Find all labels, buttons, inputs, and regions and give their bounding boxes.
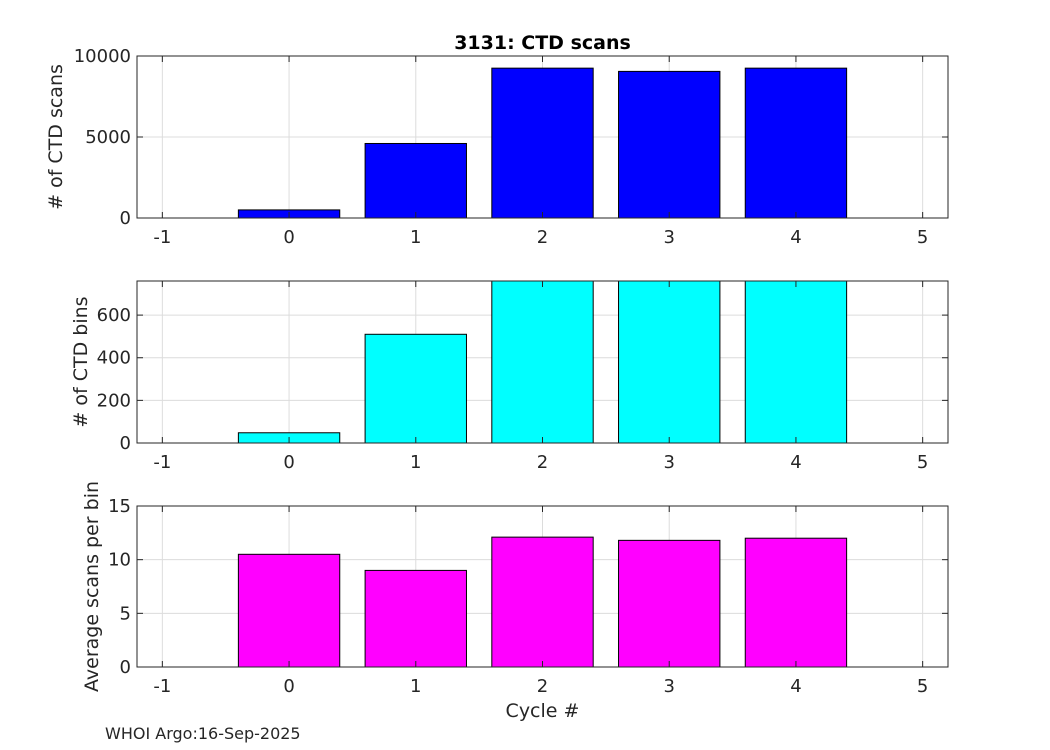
bar-cycle-3 xyxy=(618,281,721,443)
bar-cycle-4 xyxy=(744,281,848,443)
x-tick-label: 2 xyxy=(537,676,548,697)
y-tick-label: 5 xyxy=(120,603,131,624)
y-tick-label: 5000 xyxy=(85,127,131,148)
y-axis-label: Average scans per bin xyxy=(81,481,103,692)
x-tick-label: 1 xyxy=(410,227,421,248)
bar-series xyxy=(237,536,848,667)
x-tick-label: 3 xyxy=(663,452,674,473)
y-tick-label: 10 xyxy=(108,550,131,571)
x-tick-label: 5 xyxy=(917,452,928,473)
x-tick-label: 0 xyxy=(283,452,294,473)
bar-cycle-1 xyxy=(364,333,467,443)
y-tick-label: 0 xyxy=(120,208,131,229)
bar-cycle-1 xyxy=(364,142,467,218)
chart-panel-2: -1 0 1 2 3 4 5 0 200 400 600# of CTD bins xyxy=(70,280,949,473)
footer-credit: WHOI Argo:16-Sep-2025 xyxy=(105,724,301,743)
bar-cycle-2 xyxy=(491,67,594,218)
bar-cycle-1 xyxy=(364,569,467,667)
y-tick-label: 600 xyxy=(97,305,131,326)
x-tick-label: 0 xyxy=(283,227,294,248)
y-tick-label: 0 xyxy=(120,657,131,678)
x-tick-label: 4 xyxy=(790,452,801,473)
y-tick-label: 400 xyxy=(97,348,131,369)
y-axis-label: # of CTD bins xyxy=(70,296,92,427)
bar-series xyxy=(237,67,848,218)
x-tick-label: 5 xyxy=(917,227,928,248)
bar-cycle-4 xyxy=(744,67,848,218)
x-tick-label: 4 xyxy=(790,676,801,697)
y-tick-label: 0 xyxy=(120,433,131,454)
x-tick-label: -1 xyxy=(153,452,171,473)
bar-cycle-3 xyxy=(618,70,721,218)
chart-panel-1: -1 0 1 2 3 4 5 0 5000 10000 # of CTD scans 3131: CT… xyxy=(45,32,949,248)
bar-cycle-2 xyxy=(491,536,594,667)
chart-title: 3131: CTD scans xyxy=(454,32,631,54)
x-tick-label: 2 xyxy=(537,452,548,473)
x-tick-label: 5 xyxy=(917,676,928,697)
x-tick-label: -1 xyxy=(153,227,171,248)
y-axis-label: # of CTD scans xyxy=(45,64,67,210)
bar-cycle-0 xyxy=(237,553,341,667)
y-tick-label: 200 xyxy=(97,390,131,411)
bar-cycle-4 xyxy=(744,537,848,667)
x-tick-label: 1 xyxy=(410,452,421,473)
x-tick-label: 4 xyxy=(790,227,801,248)
x-tick-label: 2 xyxy=(537,227,548,248)
y-tick-label: 10000 xyxy=(74,46,131,67)
bar-cycle-3 xyxy=(618,539,721,667)
x-tick-label: 3 xyxy=(663,227,674,248)
x-tick-label: 1 xyxy=(410,676,421,697)
x-tick-label: 3 xyxy=(663,676,674,697)
x-axis-label: Cycle # xyxy=(506,700,580,722)
x-tick-label: 0 xyxy=(283,676,294,697)
y-tick-label: 15 xyxy=(108,496,131,517)
x-tick-label: -1 xyxy=(153,676,171,697)
bar-series xyxy=(237,281,848,443)
bar-cycle-2 xyxy=(491,281,594,443)
